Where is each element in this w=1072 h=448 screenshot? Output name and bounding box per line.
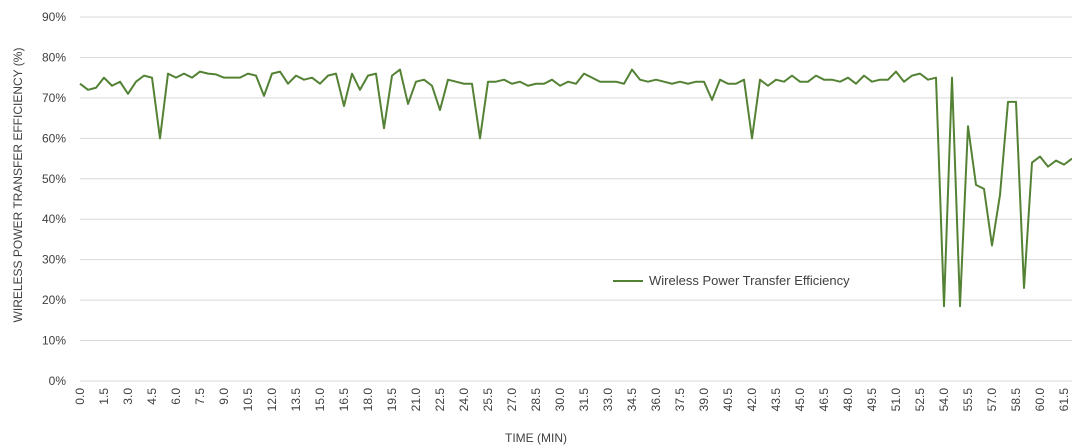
y-tick-label: 10% — [42, 334, 66, 348]
y-axis-title: WIRELESS POWER TRANSFER EFFICIENCY (%) — [11, 48, 25, 323]
data-line — [79, 68, 1072, 308]
x-tick-label: 58.5 — [1009, 388, 1023, 412]
x-tick-label: 42.0 — [745, 388, 759, 412]
x-tick-label: 60.0 — [1033, 388, 1047, 412]
x-tick-label: 0.0 — [73, 388, 87, 405]
x-tick-label: 1.5 — [97, 388, 111, 405]
y-tick-label: 40% — [42, 212, 66, 226]
x-tick-label: 31.5 — [577, 388, 591, 412]
x-tick-label: 33.0 — [601, 388, 615, 412]
x-tick-label: 10.5 — [241, 388, 255, 412]
x-tick-label: 55.5 — [961, 388, 975, 412]
legend-label: Wireless Power Transfer Efficiency — [649, 273, 850, 288]
y-tick-label: 50% — [42, 172, 66, 186]
x-tick-label: 36.0 — [649, 388, 663, 412]
x-tick-label: 3.0 — [121, 388, 135, 405]
x-tick-label: 7.5 — [193, 388, 207, 405]
x-tick-label: 39.0 — [697, 388, 711, 412]
y-tick-label: 30% — [42, 253, 66, 267]
x-tick-label: 16.5 — [337, 388, 351, 412]
x-tick-label: 9.0 — [217, 388, 231, 405]
x-tick-label: 25.5 — [481, 388, 495, 412]
x-tick-label: 57.0 — [985, 388, 999, 412]
x-tick-label: 34.5 — [625, 388, 639, 412]
x-tick-label: 37.5 — [673, 388, 687, 412]
x-tick-label: 4.5 — [145, 388, 159, 405]
x-tick-label: 30.0 — [553, 388, 567, 412]
y-tick-label: 20% — [42, 293, 66, 307]
x-tick-label: 22.5 — [433, 388, 447, 412]
x-tick-label: 43.5 — [769, 388, 783, 412]
x-tick-label: 18.0 — [361, 388, 375, 412]
y-tick-label: 90% — [42, 10, 66, 24]
y-tick-label: 70% — [42, 91, 66, 105]
x-tick-label: 13.5 — [289, 388, 303, 412]
x-tick-label: 12.0 — [265, 388, 279, 412]
x-tick-label: 49.5 — [865, 388, 879, 412]
x-tick-label: 54.0 — [937, 388, 951, 412]
x-tick-label: 24.0 — [457, 388, 471, 412]
x-tick-label: 51.0 — [889, 388, 903, 412]
x-tick-label: 19.5 — [385, 388, 399, 412]
y-tick-label: 80% — [42, 50, 66, 64]
x-tick-label: 61.5 — [1057, 388, 1071, 412]
x-tick-label: 27.0 — [505, 388, 519, 412]
x-tick-label: 52.5 — [913, 388, 927, 412]
y-tick-label: 60% — [42, 131, 66, 145]
x-tick-label: 48.0 — [841, 388, 855, 412]
x-tick-label: 6.0 — [169, 388, 183, 405]
x-tick-label: 46.5 — [817, 388, 831, 412]
x-tick-label: 40.5 — [721, 388, 735, 412]
x-tick-label: 21.0 — [409, 388, 423, 412]
x-tick-label: 15.0 — [313, 388, 327, 412]
y-tick-label: 0% — [49, 374, 67, 388]
x-axis-title: TIME (MIN) — [505, 431, 567, 445]
x-tick-label: 45.0 — [793, 388, 807, 412]
x-tick-label: 28.5 — [529, 388, 543, 412]
